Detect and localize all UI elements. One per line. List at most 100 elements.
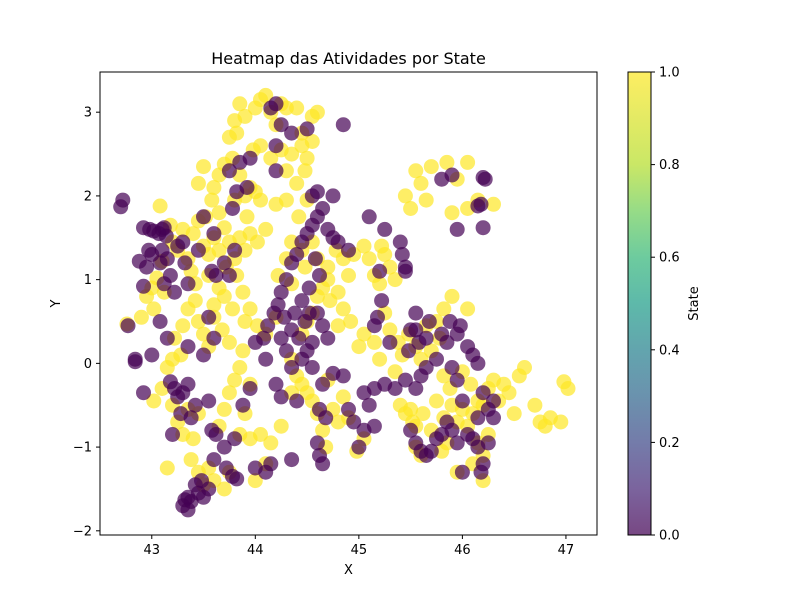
point-state-1 bbox=[387, 364, 403, 380]
point-state-1 bbox=[330, 284, 346, 300]
point-state-0 bbox=[260, 318, 276, 334]
x-tick-label: 45 bbox=[351, 543, 368, 558]
x-axis: 43 44 45 46 47 bbox=[143, 535, 574, 558]
point-state-0 bbox=[196, 347, 211, 363]
point-state-0 bbox=[256, 330, 272, 346]
point-state-0 bbox=[180, 376, 196, 392]
point-state-0 bbox=[377, 221, 393, 237]
point-state-0 bbox=[475, 220, 491, 236]
point-state-1 bbox=[506, 406, 522, 422]
point-state-0 bbox=[473, 196, 489, 212]
point-state-0 bbox=[401, 343, 417, 359]
point-state-0 bbox=[175, 234, 191, 250]
point-state-0 bbox=[403, 422, 419, 438]
point-state-0 bbox=[196, 209, 211, 225]
point-state-0 bbox=[165, 427, 180, 442]
point-state-0 bbox=[351, 439, 367, 455]
point-state-1 bbox=[560, 381, 576, 396]
point-state-0 bbox=[309, 184, 325, 200]
point-state-0 bbox=[159, 251, 175, 267]
point-state-1 bbox=[444, 205, 460, 221]
chart-title: Heatmap das Atividades por State bbox=[211, 49, 486, 68]
point-state-0 bbox=[299, 121, 315, 137]
point-state-0 bbox=[268, 163, 284, 179]
point-state-1 bbox=[227, 372, 243, 388]
point-state-1 bbox=[463, 376, 479, 392]
y-tick-label: −1 bbox=[73, 441, 92, 456]
point-state-1 bbox=[330, 318, 346, 334]
colorbar: 0.0 0.2 0.4 0.6 0.8 1.0 State bbox=[627, 66, 702, 544]
point-state-1 bbox=[351, 339, 367, 355]
point-state-1 bbox=[253, 192, 268, 208]
point-state-1 bbox=[403, 201, 419, 216]
point-state-0 bbox=[397, 263, 413, 279]
point-state-1 bbox=[356, 326, 372, 342]
colorbar-tick-label: 0.4 bbox=[659, 343, 680, 358]
x-tick-label: 47 bbox=[558, 543, 575, 558]
point-state-0 bbox=[361, 397, 377, 413]
point-state-1 bbox=[382, 322, 398, 338]
point-state-0 bbox=[444, 422, 460, 438]
point-state-1 bbox=[553, 414, 569, 430]
point-state-1 bbox=[418, 192, 434, 208]
point-state-0 bbox=[206, 226, 222, 242]
point-state-1 bbox=[185, 431, 201, 447]
point-state-1 bbox=[175, 318, 191, 334]
point-state-1 bbox=[204, 192, 220, 208]
point-state-1 bbox=[216, 481, 232, 497]
point-state-0 bbox=[284, 452, 300, 468]
point-state-0 bbox=[312, 268, 327, 283]
point-state-0 bbox=[452, 318, 468, 334]
point-state-0 bbox=[177, 255, 193, 271]
point-state-0 bbox=[258, 351, 274, 367]
point-state-0 bbox=[152, 314, 168, 329]
point-state-0 bbox=[301, 305, 317, 321]
point-state-1 bbox=[335, 389, 351, 405]
y-tick-label: 2 bbox=[84, 189, 92, 204]
point-state-0 bbox=[418, 330, 434, 346]
x-tick-label: 43 bbox=[143, 543, 160, 558]
point-state-0 bbox=[273, 330, 289, 346]
point-state-1 bbox=[239, 209, 255, 225]
point-state-0 bbox=[270, 297, 286, 313]
point-state-1 bbox=[291, 209, 307, 225]
plot-frame bbox=[99, 71, 598, 536]
colorbar-label: State bbox=[687, 286, 702, 320]
point-state-0 bbox=[470, 410, 486, 426]
point-state-0 bbox=[159, 330, 175, 346]
point-state-0 bbox=[278, 272, 294, 288]
point-state-0 bbox=[227, 242, 243, 258]
point-state-0 bbox=[294, 293, 310, 309]
point-state-1 bbox=[460, 301, 476, 317]
point-state-0 bbox=[194, 473, 209, 489]
point-state-1 bbox=[335, 301, 351, 317]
point-state-0 bbox=[307, 251, 323, 267]
point-state-0 bbox=[341, 401, 356, 417]
point-state-1 bbox=[133, 309, 149, 325]
point-state-0 bbox=[144, 347, 160, 363]
point-state-0 bbox=[216, 255, 232, 271]
point-state-0 bbox=[304, 360, 320, 375]
point-state-0 bbox=[315, 201, 331, 216]
point-state-0 bbox=[208, 427, 224, 442]
point-state-0 bbox=[475, 170, 491, 185]
point-state-1 bbox=[444, 288, 460, 304]
colorbar-ticks: 0.0 0.2 0.4 0.6 0.8 1.0 bbox=[651, 66, 680, 544]
point-state-1 bbox=[436, 301, 452, 317]
point-state-1 bbox=[237, 314, 253, 329]
point-state-0 bbox=[221, 268, 237, 283]
x-axis-label: X bbox=[344, 563, 353, 578]
point-state-0 bbox=[320, 330, 336, 346]
point-state-0 bbox=[284, 125, 300, 141]
point-state-1 bbox=[289, 100, 305, 116]
point-state-0 bbox=[120, 318, 136, 334]
point-state-1 bbox=[341, 268, 356, 283]
point-state-0 bbox=[136, 385, 151, 401]
point-state-1 bbox=[185, 226, 201, 242]
point-state-0 bbox=[206, 452, 222, 468]
point-state-1 bbox=[309, 104, 325, 120]
point-state-1 bbox=[249, 234, 265, 250]
colorbar-tick-label: 0.8 bbox=[659, 158, 680, 173]
point-state-0 bbox=[268, 138, 284, 154]
point-state-0 bbox=[158, 228, 174, 244]
